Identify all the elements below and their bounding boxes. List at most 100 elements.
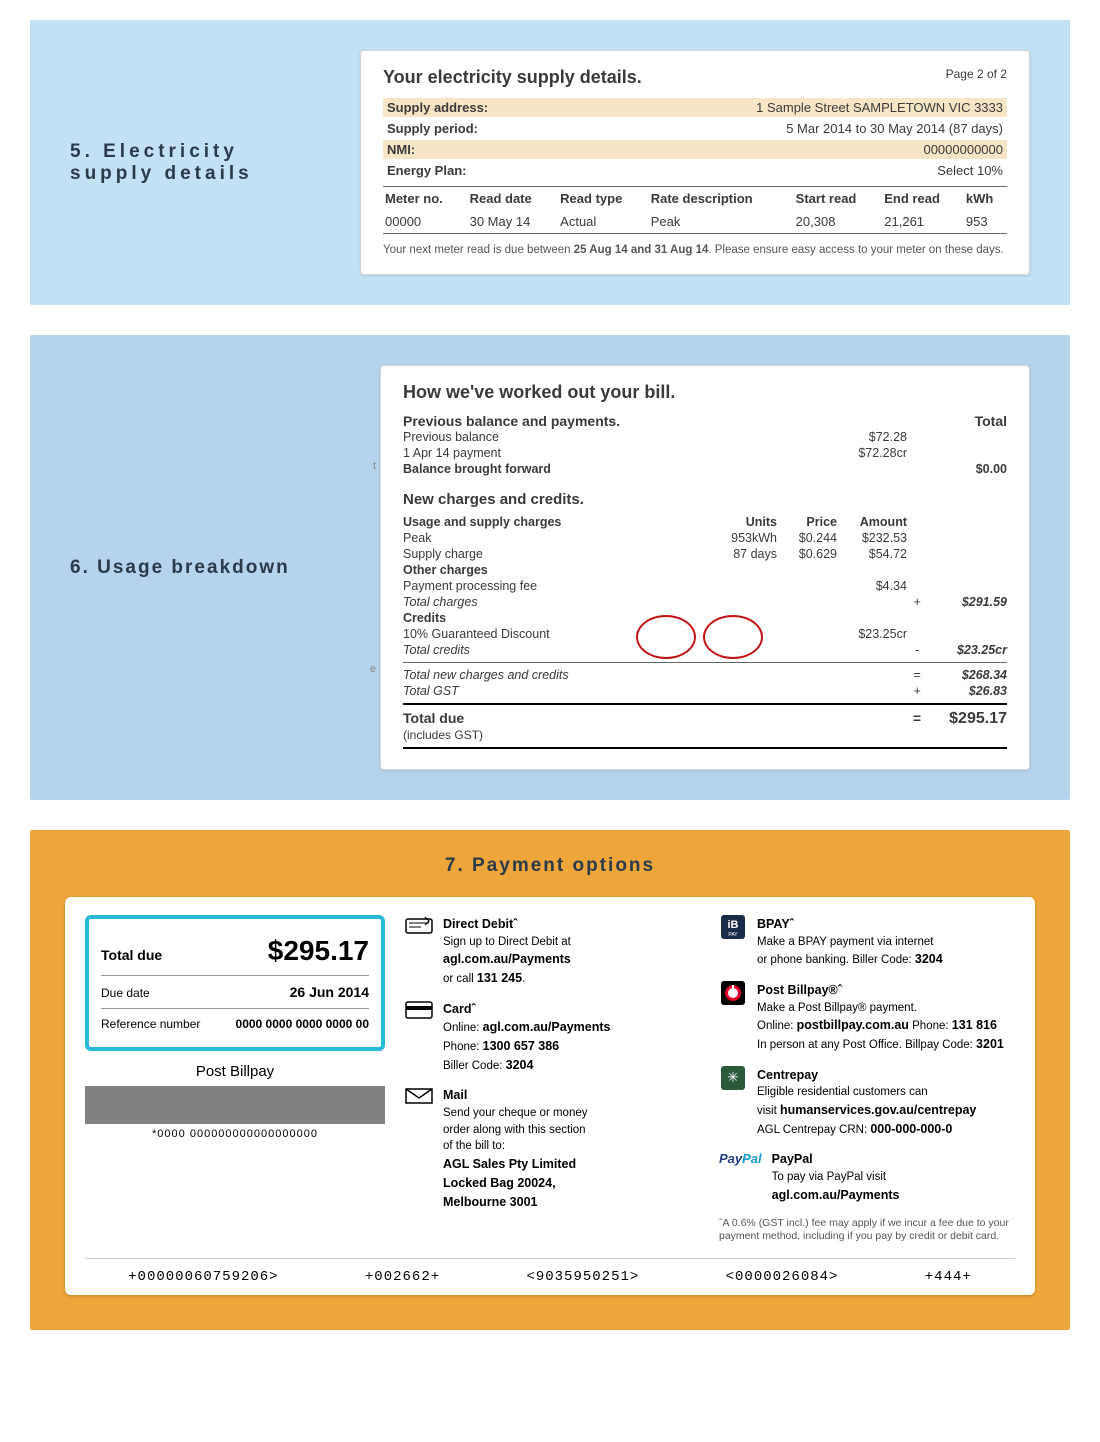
total-credits-label: Total credits	[403, 643, 707, 657]
micr-line: +00000060759206> +002662+ <9035950251> <000…	[85, 1258, 1015, 1285]
payment-method: ✳CentrepayEligible residential customers…	[719, 1066, 1015, 1139]
paypal-icon: PayPal	[719, 1150, 762, 1204]
svg-text:iB: iB	[728, 919, 739, 931]
total-charges-value: $291.59	[927, 595, 1007, 609]
total-charges-label: Total charges	[403, 595, 707, 609]
debit-icon	[405, 915, 433, 988]
amount-header: Amount	[837, 515, 907, 529]
meter-cell: 30 May 14	[468, 210, 559, 234]
balance-brought-forward-value: $0.00	[927, 462, 1007, 476]
section-electricity-supply: 5. Electricity supply details Your elect…	[30, 20, 1070, 305]
total-due-amount: $295.17	[268, 935, 369, 967]
balance-line: 1 Apr 14 payment$72.28cr	[403, 445, 1007, 461]
meter-read-note: Your next meter read is due between 25 A…	[383, 242, 1007, 258]
meter-header: Read type	[558, 187, 649, 211]
payment-fee-value: $4.34	[837, 579, 907, 593]
price-header: Price	[777, 515, 837, 529]
usage-line: Supply charge87 days$0.629$54.72	[403, 546, 1007, 562]
svg-text:✳: ✳	[727, 1069, 739, 1085]
supply-detail-row: Energy Plan:Select 10%	[383, 161, 1007, 180]
meter-header: Read date	[468, 187, 559, 211]
discount-value: $23.25cr	[837, 627, 907, 641]
supply-title: Your electricity supply details.	[383, 67, 642, 88]
includes-gst-note: (includes GST)	[403, 728, 483, 742]
fineprint: ˆA 0.6% (GST incl.) fee may apply if we …	[719, 1217, 1015, 1244]
section-5-label: 5. Electricity supply details	[70, 141, 330, 185]
prev-balance-header: Previous balance and payments.	[403, 413, 620, 429]
meter-table: Meter no.Read dateRead typeRate descript…	[383, 186, 1007, 234]
total-new-value: $268.34	[927, 668, 1007, 682]
payment-method: Post Billpay®ˆMake a Post Billpay® payme…	[719, 981, 1015, 1054]
supply-detail-row: Supply address:1 Sample Street SAMPLETOW…	[383, 98, 1007, 117]
section-7-label: 7. Payment options	[65, 855, 1035, 877]
section-payment-options: 7. Payment options Total due $295.17 Due…	[30, 830, 1070, 1330]
section-6-label: 6. Usage breakdown	[70, 557, 330, 579]
payment-fee-label: Payment processing fee	[403, 579, 707, 593]
meter-header: kWh	[964, 187, 1007, 211]
section-usage-breakdown: 6. Usage breakdown t e How we've worked …	[30, 335, 1070, 800]
total-gst-value: $26.83	[927, 684, 1007, 698]
payment-method-title: PayPal	[772, 1152, 813, 1166]
meter-cell: Peak	[649, 210, 794, 234]
micr-segment: <9035950251>	[526, 1269, 639, 1285]
usage-charges-label: Usage and supply charges	[403, 515, 707, 529]
postbill-icon	[719, 981, 747, 1054]
meter-cell: 00000	[383, 210, 468, 234]
credits-header: Credits	[403, 611, 1007, 625]
bill-breakdown-card: How we've worked out your bill. Previous…	[380, 365, 1030, 770]
usage-line: Peak953kWh$0.244$232.53	[403, 530, 1007, 546]
cut-fragment: t	[360, 460, 380, 472]
meter-header: End read	[882, 187, 964, 211]
meter-cell: Actual	[558, 210, 649, 234]
bpay-icon: iBPAY	[719, 915, 747, 969]
total-gst-label: Total GST	[403, 684, 707, 698]
payment-method: Direct DebitˆSign up to Direct Debit ata…	[405, 915, 701, 988]
payment-method-title: Cardˆ	[443, 1002, 476, 1016]
card-icon	[405, 1000, 433, 1075]
meter-header: Meter no.	[383, 187, 468, 211]
payment-method-title: BPAYˆ	[757, 917, 794, 931]
total-due-box: Total due $295.17 Due date 26 Jun 2014 R…	[85, 915, 385, 1051]
meter-header: Start read	[794, 187, 883, 211]
cut-fragment: e	[360, 663, 380, 675]
micr-segment: <0000026084>	[726, 1269, 839, 1285]
payment-method-title: Centrepay	[757, 1068, 818, 1082]
barcode	[85, 1086, 385, 1124]
units-header: Units	[707, 515, 777, 529]
due-date-label: Due date	[101, 986, 150, 1000]
payment-method: MailSend your cheque or moneyorder along…	[405, 1086, 701, 1211]
payment-method: CardˆOnline: agl.com.au/PaymentsPhone: 1…	[405, 1000, 701, 1075]
reference-number-label: Reference number	[101, 1017, 200, 1031]
total-due-label: Total due	[101, 947, 162, 963]
micr-segment: +002662+	[365, 1269, 440, 1285]
reference-number-value: 0000 0000 0000 0000 00	[236, 1017, 369, 1031]
other-charges-header: Other charges	[403, 563, 1007, 577]
supply-detail-row: Supply period:5 Mar 2014 to 30 May 2014 …	[383, 119, 1007, 138]
meter-cell: 953	[964, 210, 1007, 234]
centrepay-icon: ✳	[719, 1066, 747, 1139]
micr-segment: +00000060759206>	[128, 1269, 278, 1285]
meter-cell: 20,308	[794, 210, 883, 234]
balance-line: Previous balance$72.28	[403, 429, 1007, 445]
payment-method-title: Mail	[443, 1088, 467, 1102]
bill-title: How we've worked out your bill.	[403, 382, 1007, 403]
total-due-value: $295.17	[927, 710, 1007, 742]
due-date-value: 26 Jun 2014	[290, 984, 369, 1000]
total-new-label: Total new charges and credits	[403, 668, 707, 682]
total-credits-value: $23.25cr	[927, 643, 1007, 657]
payment-method-title: Direct Debitˆ	[443, 917, 517, 931]
payment-card: Total due $295.17 Due date 26 Jun 2014 R…	[65, 897, 1035, 1295]
payment-method: PayPalPayPalTo pay via PayPal visit agl.…	[719, 1150, 1015, 1204]
payment-method: iBPAYBPAYˆMake a BPAY payment via intern…	[719, 915, 1015, 969]
svg-text:PAY: PAY	[728, 932, 738, 938]
meter-cell: 21,261	[882, 210, 964, 234]
page-indicator: Page 2 of 2	[946, 67, 1007, 81]
total-column-label: Total	[975, 413, 1007, 429]
balance-brought-forward-label: Balance brought forward	[403, 462, 707, 476]
payment-method-title: Post Billpay®ˆ	[757, 983, 842, 997]
discount-label: 10% Guaranteed Discount	[403, 627, 707, 641]
total-due-label: Total due	[403, 710, 464, 726]
post-billpay-title: Post Billpay	[85, 1063, 385, 1080]
micr-segment: +444+	[925, 1269, 972, 1285]
meter-header: Rate description	[649, 187, 794, 211]
